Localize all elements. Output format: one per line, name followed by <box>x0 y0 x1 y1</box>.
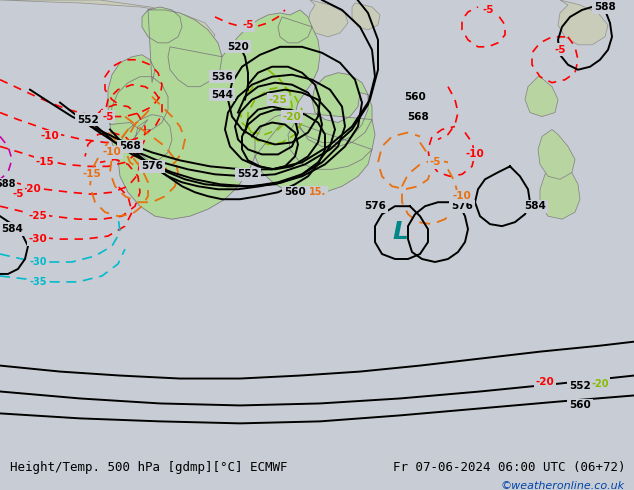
Polygon shape <box>540 156 580 219</box>
Polygon shape <box>108 7 375 219</box>
Text: 588: 588 <box>0 179 15 189</box>
Text: 552: 552 <box>77 115 99 124</box>
Polygon shape <box>315 132 348 179</box>
Text: 576: 576 <box>141 161 163 172</box>
Text: -5: -5 <box>102 112 113 122</box>
Text: 560: 560 <box>404 92 426 101</box>
Text: 576: 576 <box>364 201 386 211</box>
Text: -15: -15 <box>36 157 55 168</box>
Text: 552: 552 <box>237 170 259 179</box>
Text: 568: 568 <box>407 112 429 122</box>
Text: 544: 544 <box>211 90 233 99</box>
Text: 552: 552 <box>569 381 591 391</box>
Text: 560: 560 <box>284 187 306 197</box>
Text: 576: 576 <box>451 201 473 211</box>
Text: -25: -25 <box>269 95 287 105</box>
Polygon shape <box>558 0 608 45</box>
Text: 15.: 15. <box>309 187 327 197</box>
Text: -5: -5 <box>429 157 441 168</box>
Polygon shape <box>538 129 575 179</box>
Text: -5: -5 <box>482 5 494 15</box>
Text: 584: 584 <box>1 224 23 234</box>
Text: -15: -15 <box>82 170 101 179</box>
Text: -35: -35 <box>29 277 47 287</box>
Text: -10: -10 <box>41 131 60 142</box>
Text: 568: 568 <box>119 142 141 151</box>
Text: -20: -20 <box>23 184 41 194</box>
Text: 520: 520 <box>227 42 249 52</box>
Text: L: L <box>392 220 408 244</box>
Text: -30: -30 <box>29 257 47 267</box>
Text: -20: -20 <box>536 376 554 387</box>
Polygon shape <box>352 3 380 30</box>
Polygon shape <box>0 0 215 53</box>
Polygon shape <box>525 77 558 117</box>
Text: -30: -30 <box>29 234 48 244</box>
Text: -25: -25 <box>29 211 48 221</box>
Text: 560: 560 <box>569 400 591 411</box>
Text: Fr 07-06-2024 06:00 UTC (06+72): Fr 07-06-2024 06:00 UTC (06+72) <box>393 462 626 474</box>
Text: 588: 588 <box>594 2 616 12</box>
Text: -10: -10 <box>453 191 471 201</box>
Text: -10: -10 <box>103 147 121 157</box>
Text: -20: -20 <box>592 378 609 389</box>
Text: Height/Temp. 500 hPa [gdmp][°C] ECMWF: Height/Temp. 500 hPa [gdmp][°C] ECMWF <box>10 462 287 474</box>
Text: 536: 536 <box>211 72 233 82</box>
Polygon shape <box>308 0 348 37</box>
Text: -5: -5 <box>242 20 254 30</box>
Text: -20: -20 <box>283 112 301 122</box>
Polygon shape <box>0 0 634 453</box>
Text: -5: -5 <box>554 45 566 55</box>
Text: -10: -10 <box>465 149 484 159</box>
Text: ©weatheronline.co.uk: ©weatheronline.co.uk <box>500 481 624 490</box>
Text: -5: -5 <box>12 189 23 199</box>
Text: 584: 584 <box>524 201 546 211</box>
